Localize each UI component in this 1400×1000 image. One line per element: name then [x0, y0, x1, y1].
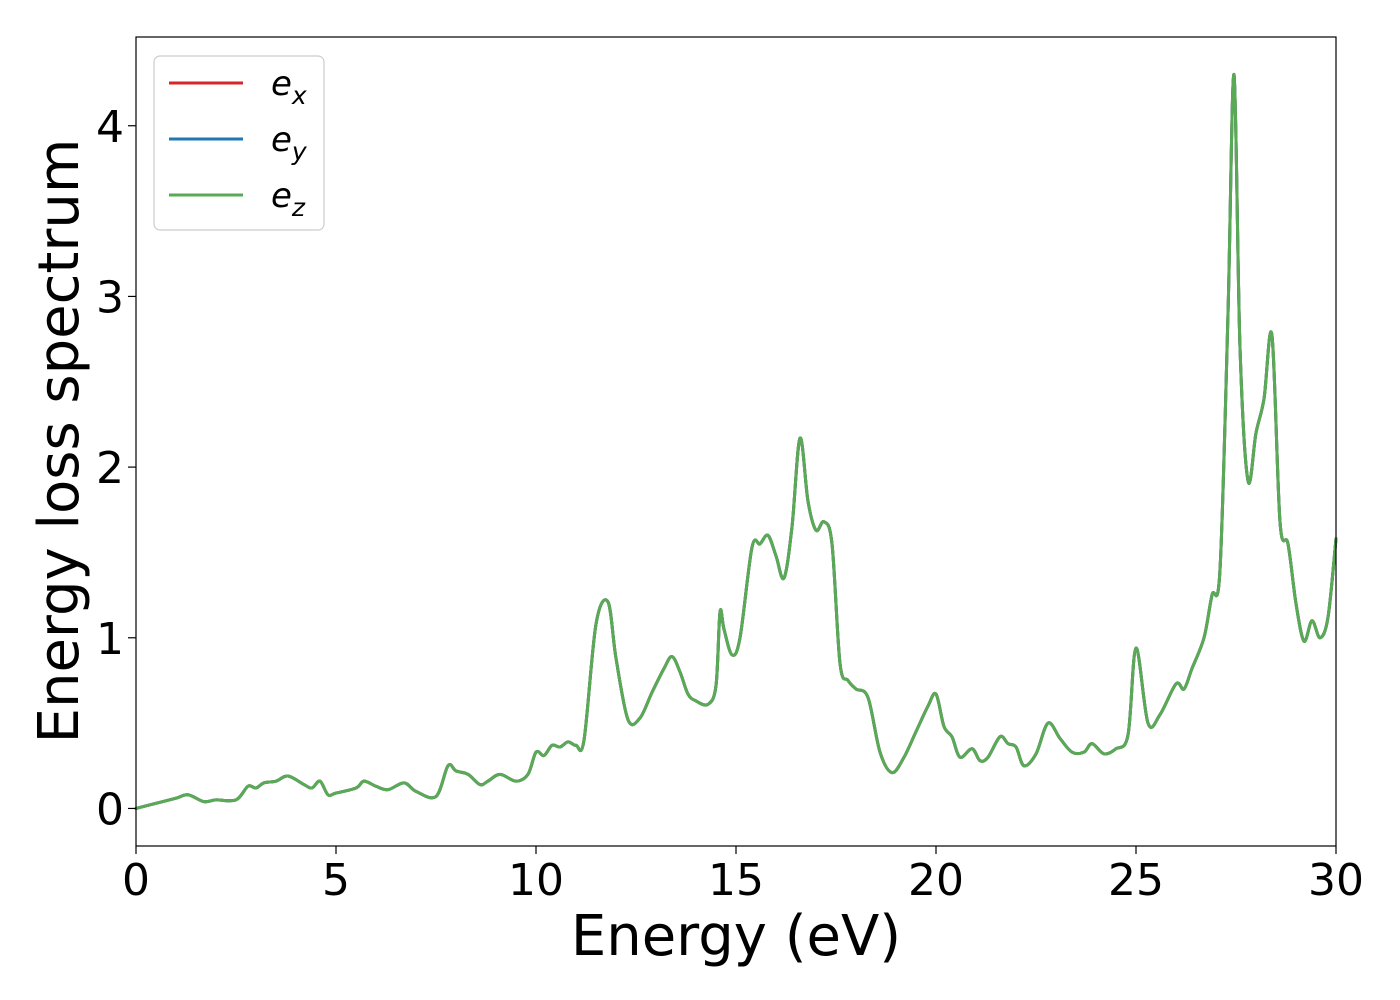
x-axis: 0 5 10 15 20 25 30: [122, 846, 1364, 906]
x-tick-label: 15: [708, 855, 764, 906]
y-axis-title: Energy loss spectrum: [27, 139, 92, 744]
legend-box: [153, 55, 325, 231]
x-tick-label: 20: [908, 855, 964, 906]
x-tick-label: 0: [122, 855, 150, 906]
legend-label-e-y: ey: [271, 120, 308, 166]
series-line-e-z: [134, 73, 1338, 810]
x-tick-label: 30: [1308, 855, 1364, 906]
y-axis: 0 1 2 3 4: [96, 102, 136, 835]
series-layer: [134, 73, 1338, 810]
x-tick-label: 5: [322, 855, 350, 906]
y-tick-label: 1: [96, 614, 124, 665]
legend-label-e-x: ex: [271, 64, 307, 110]
y-tick-label: 0: [96, 784, 124, 835]
y-tick-label: 4: [96, 102, 124, 153]
x-tick-label: 10: [508, 855, 564, 906]
y-tick-label: 2: [96, 443, 124, 494]
y-tick-label: 3: [96, 272, 124, 323]
legend-label-e-z: ez: [271, 176, 306, 222]
x-axis-title: Energy (eV): [571, 904, 901, 969]
legend: ex ey ez: [153, 55, 325, 231]
x-tick-label: 25: [1108, 855, 1164, 906]
